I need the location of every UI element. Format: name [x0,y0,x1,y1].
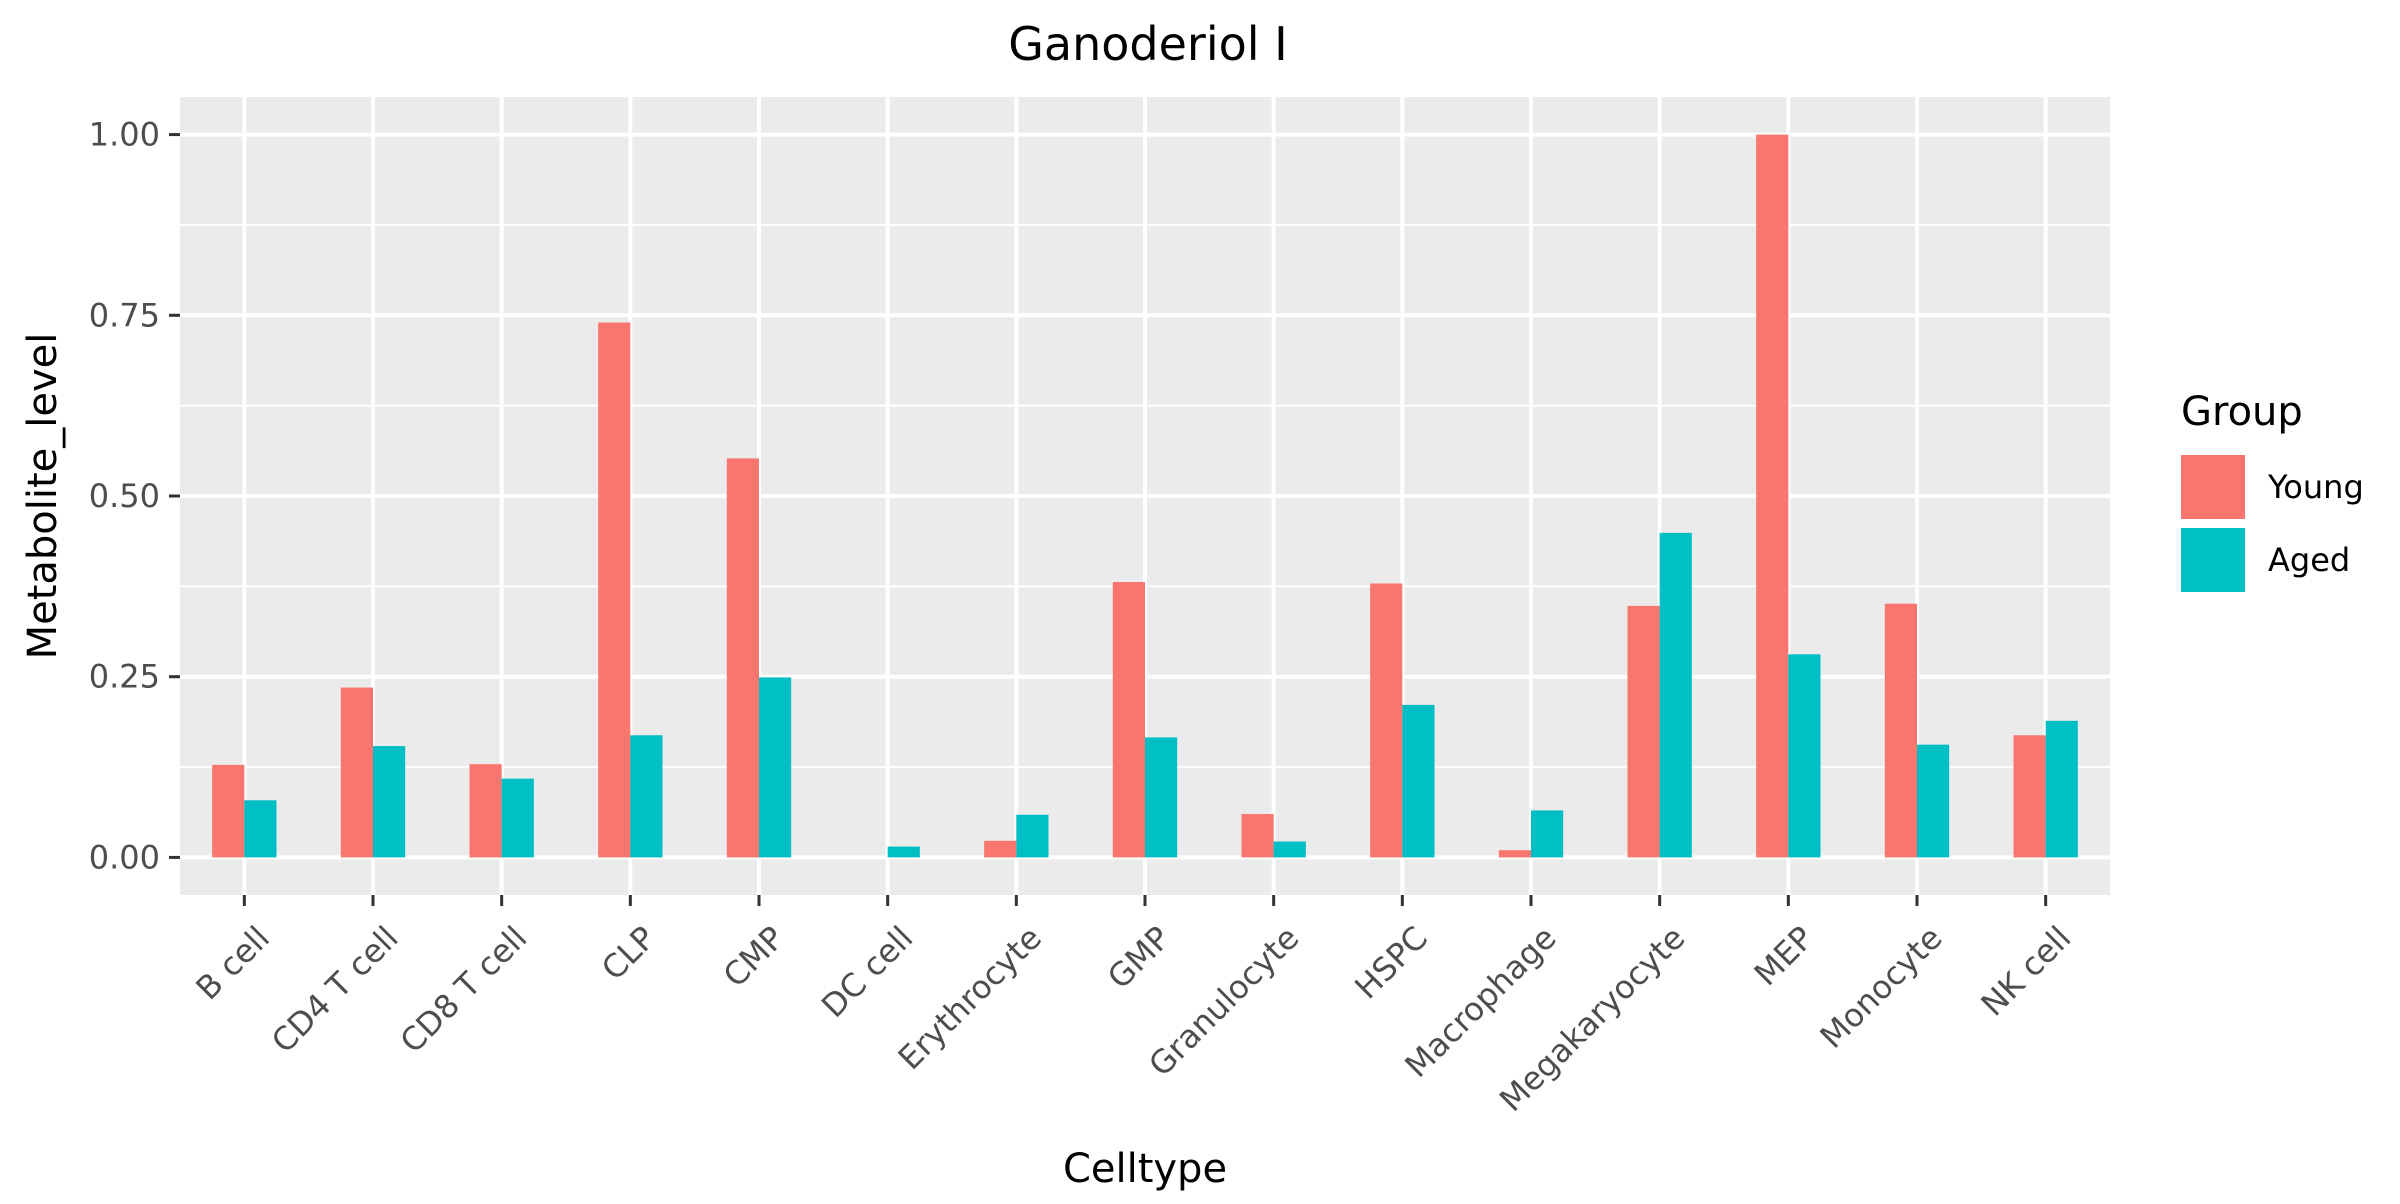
legend-label-aged: Aged [2268,541,2350,579]
x-tick-label: CLP [594,919,663,988]
bar-young-clp [598,322,631,858]
legend: Group Young Aged [2181,389,2364,592]
bar-young-mep [1756,134,1789,858]
bar-young-cd8-t-cell [469,764,502,858]
bar-young-cmp [726,458,759,858]
bar-aged-dc-cell [887,846,920,858]
bar-aged-granulocyte [1273,841,1306,858]
bar-aged-cd4-t-cell [373,746,406,858]
y-tick-label: 0.75 [89,296,160,334]
bar-young-nk-cell [2013,735,2046,858]
x-tick-label: B cell [188,919,277,1008]
bar-aged-hspc [1402,704,1435,858]
bars [212,134,2078,858]
bar-aged-b-cell [244,800,277,858]
bar-aged-mep [1788,654,1821,858]
x-tick-label: CD4 T cell [264,919,406,1061]
bar-aged-erythrocyte [1016,814,1049,858]
bar-aged-macrophage [1531,810,1564,858]
legend-key-young [2181,455,2245,519]
x-tick-label: GMP [1100,919,1178,997]
bar-aged-monocyte [1917,744,1950,858]
x-tick-label: Monocyte [1813,919,1950,1056]
bar-aged-clp [630,735,663,858]
bar-aged-megakaryocyte [1659,532,1692,858]
x-tick-label: CD8 T cell [393,919,535,1061]
x-axis-title: Celltype [1063,1146,1227,1192]
x-tick-label: HSPC [1347,919,1435,1007]
y-axis: 0.00 0.25 0.50 0.75 1.00 [89,116,180,876]
y-tick-label: 0.50 [89,477,160,515]
bar-young-hspc [1370,583,1403,858]
legend-label-young: Young [2267,468,2364,506]
bar-young-gmp [1112,582,1145,858]
y-tick-label: 1.00 [89,116,160,154]
bar-young-megakaryocyte [1627,605,1660,858]
bar-young-cd4-t-cell [340,687,373,858]
x-tick-label: NK cell [1974,919,2079,1024]
bar-young-macrophage [1498,850,1531,858]
bar-young-erythrocyte [984,840,1017,858]
bar-young-b-cell [212,764,245,858]
bar-aged-cd8-t-cell [501,778,534,858]
chart-title: Ganoderiol I [1008,17,1287,71]
x-tick-label: MEP [1747,919,1821,993]
x-tick-label: DC cell [814,919,920,1025]
bar-aged-cmp [759,677,792,858]
y-tick-label: 0.25 [89,658,160,696]
bar-aged-gmp [1145,737,1178,858]
y-axis-title: Metabolite_level [20,333,66,660]
bar-young-monocyte [1884,603,1917,858]
bar-young-granulocyte [1241,814,1274,858]
legend-key-aged [2181,528,2245,592]
x-tick-label: CMP [716,919,792,995]
y-tick-label: 0.00 [89,838,160,876]
bar-aged-nk-cell [2045,720,2078,858]
legend-title: Group [2181,389,2303,435]
